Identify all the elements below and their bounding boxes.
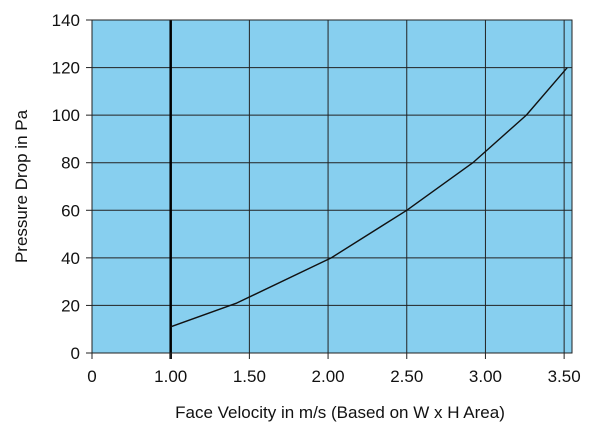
y-tick-label: 140: [52, 11, 80, 30]
y-axis-label: Pressure Drop in Pa: [12, 109, 31, 263]
x-axis-ticks: 0 1.00 1.50 2.00 2.50 3.00 3.50: [87, 353, 581, 386]
plot-frame: [91, 19, 573, 354]
data-series: [170, 67, 568, 328]
x-tick-label: 2.50: [390, 367, 423, 386]
x-tick-label: 1.00: [154, 367, 187, 386]
y-tick-label: 120: [52, 59, 80, 78]
grid-lines: [92, 20, 572, 359]
x-tick-label: 2.00: [312, 367, 345, 386]
plot-area: [92, 20, 572, 353]
y-axis-ticks: 0 20 40 60 80 100 120 140: [52, 11, 92, 363]
plot-border: [91, 19, 573, 354]
series-line: [170, 67, 568, 328]
y-tick-label: 40: [61, 249, 80, 268]
x-tick-label: 0: [87, 367, 96, 386]
x-tick-label: 3.50: [548, 367, 581, 386]
x-tick-label: 3.00: [469, 367, 502, 386]
y-tick-label: 0: [71, 344, 80, 363]
y-tick-label: 100: [52, 106, 80, 125]
x-axis-label: Face Velocity in m/s (Based on W x H Are…: [175, 403, 505, 422]
y-tick-label: 20: [61, 296, 80, 315]
y-tick-label: 60: [61, 201, 80, 220]
x-tick-label: 1.50: [233, 367, 266, 386]
y-tick-label: 80: [61, 154, 80, 173]
